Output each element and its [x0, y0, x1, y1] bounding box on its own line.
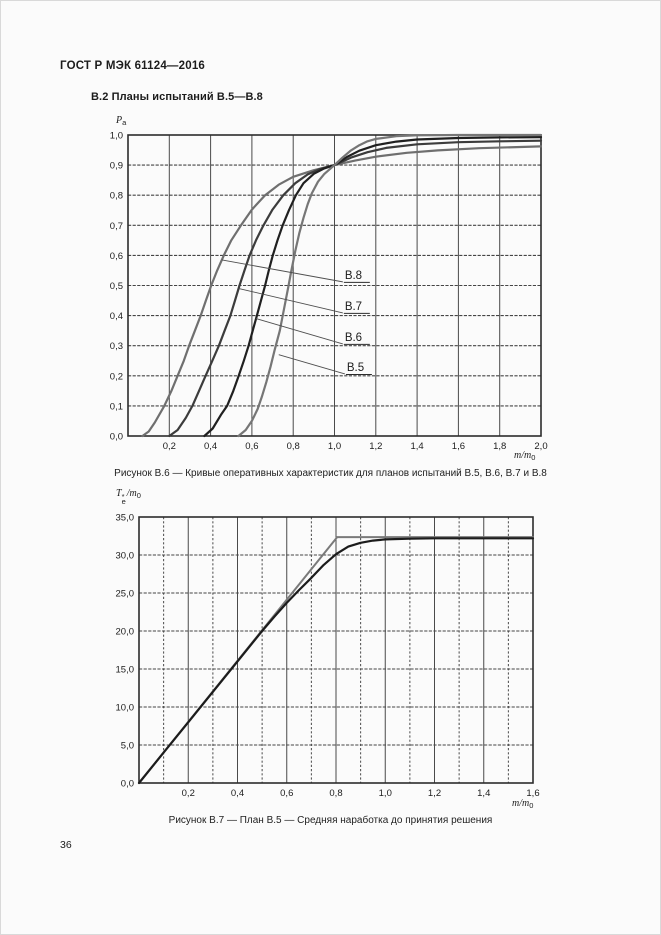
chart2-ylabel-symbol: T [116, 488, 122, 499]
y-tick-label: 0,0 [121, 779, 134, 790]
chart1-ylabel-subscript: a [122, 118, 127, 127]
y-tick-label: 25,0 [116, 589, 135, 600]
y-tick-label: 30,0 [116, 551, 135, 562]
chart1-y-axis-title: Pa [116, 115, 126, 127]
y-tick-label: 0,6 [110, 251, 123, 262]
leader-line-В.7 [238, 288, 343, 314]
y-tick-label: 0,2 [110, 371, 123, 382]
chart2-y-axis-title: T * e/m0 [116, 488, 141, 506]
x-tick-label: 1,0 [328, 441, 341, 452]
x-tick-label: 1,2 [369, 441, 382, 452]
curve-mean-time-to-decision [137, 537, 535, 785]
curve-label-В.8: В.8 [345, 270, 362, 282]
y-tick-label: 0,5 [110, 281, 123, 292]
chart1-xlabel-subscript: 0 [531, 453, 536, 462]
plot-border [138, 516, 534, 784]
x-tick-label: 1,0 [379, 788, 392, 799]
y-tick-label: 0,3 [110, 341, 123, 352]
x-tick-label: 1,4 [410, 441, 423, 452]
x-tick-label: 1,2 [428, 788, 441, 799]
x-tick-label: 2,0 [534, 441, 547, 452]
leader-line-В.6 [255, 318, 343, 345]
y-tick-label: 0,9 [110, 161, 123, 172]
chart1-xlabel-symbol: m/m [514, 450, 532, 461]
chart2-xlabel-symbol: m/m [512, 798, 530, 809]
leader-line-В.5 [278, 354, 346, 375]
curve-В.6 [203, 136, 543, 438]
document-header: ГОСТ Р МЭК 61124—2016 [60, 60, 206, 72]
curve-label-В.6: В.6 [345, 332, 362, 344]
x-tick-label: 1,4 [477, 788, 490, 799]
x-tick-label: 0,2 [163, 441, 176, 452]
curve-label-В.5: В.5 [347, 362, 364, 374]
y-tick-label: 10,0 [116, 703, 135, 714]
curve-label-В.7: В.7 [345, 301, 362, 313]
y-tick-label: 0,8 [110, 191, 123, 202]
chart2-ylabel-denominator-subscript: 0 [136, 491, 141, 500]
section-title: В.2 Планы испытаний В.5—В.8 [91, 91, 263, 103]
plot-border [127, 134, 542, 437]
y-tick-label: 5,0 [121, 741, 134, 752]
y-tick-label: 0,4 [110, 311, 123, 322]
x-tick-label: 0,6 [280, 788, 293, 799]
leader-line-В.8 [221, 259, 343, 283]
curve-В.7 [168, 139, 543, 438]
x-tick-label: 1,6 [452, 441, 465, 452]
chart2-ylabel-superscript: * [121, 492, 125, 501]
x-tick-label: 0,8 [287, 441, 300, 452]
x-tick-label: 0,8 [329, 788, 342, 799]
chart2-ylabel-subscript: e [121, 497, 126, 506]
y-tick-label: 15,0 [116, 665, 135, 676]
x-tick-label: 1,8 [493, 441, 506, 452]
page-number: 36 [60, 839, 72, 851]
y-tick-label: 35,0 [116, 513, 135, 524]
x-tick-label: 0,4 [231, 788, 244, 799]
curve-В.5 [237, 133, 543, 438]
mean-time-chart: 0,0 5,0 10,0 15,0 20,0 25,0 30,0 35,0 0,2 0,4 0,6 0… [116, 513, 540, 800]
y-tick-label: 0,0 [110, 432, 123, 443]
figure1-caption: Рисунок В.6 — Кривые оперативных характе… [114, 468, 547, 479]
chart2-ylabel-denominator: /m [126, 488, 137, 499]
y-tick-label: 0,1 [110, 401, 123, 412]
y-tick-label: 20,0 [116, 627, 135, 638]
figure2-caption: Рисунок В.7 — План В.5 — Средняя наработ… [168, 815, 493, 826]
chart2-ylabel-supsub: * e [121, 492, 126, 506]
chart1-ylabel-symbol: P [116, 115, 123, 126]
y-tick-label: 0,7 [110, 221, 123, 232]
chart2-x-axis-title: m/m0 [512, 798, 533, 810]
x-tick-label: 0,4 [204, 441, 217, 452]
curve-В.8 [141, 145, 543, 438]
oc-curves-chart: В.8 В.7 В.6 В.5 0,0 0,1 0,2 0,3 0,4 0,5 0,6 0,7 0,8 0… [110, 131, 548, 453]
x-tick-label: 0,2 [182, 788, 195, 799]
y-tick-label: 1,0 [110, 131, 123, 142]
chart2-xlabel-subscript: 0 [529, 801, 534, 810]
chart1-x-axis-title: m/m0 [514, 450, 535, 462]
x-tick-label: 0,6 [245, 441, 258, 452]
x-tick-label: 1,6 [526, 788, 539, 799]
